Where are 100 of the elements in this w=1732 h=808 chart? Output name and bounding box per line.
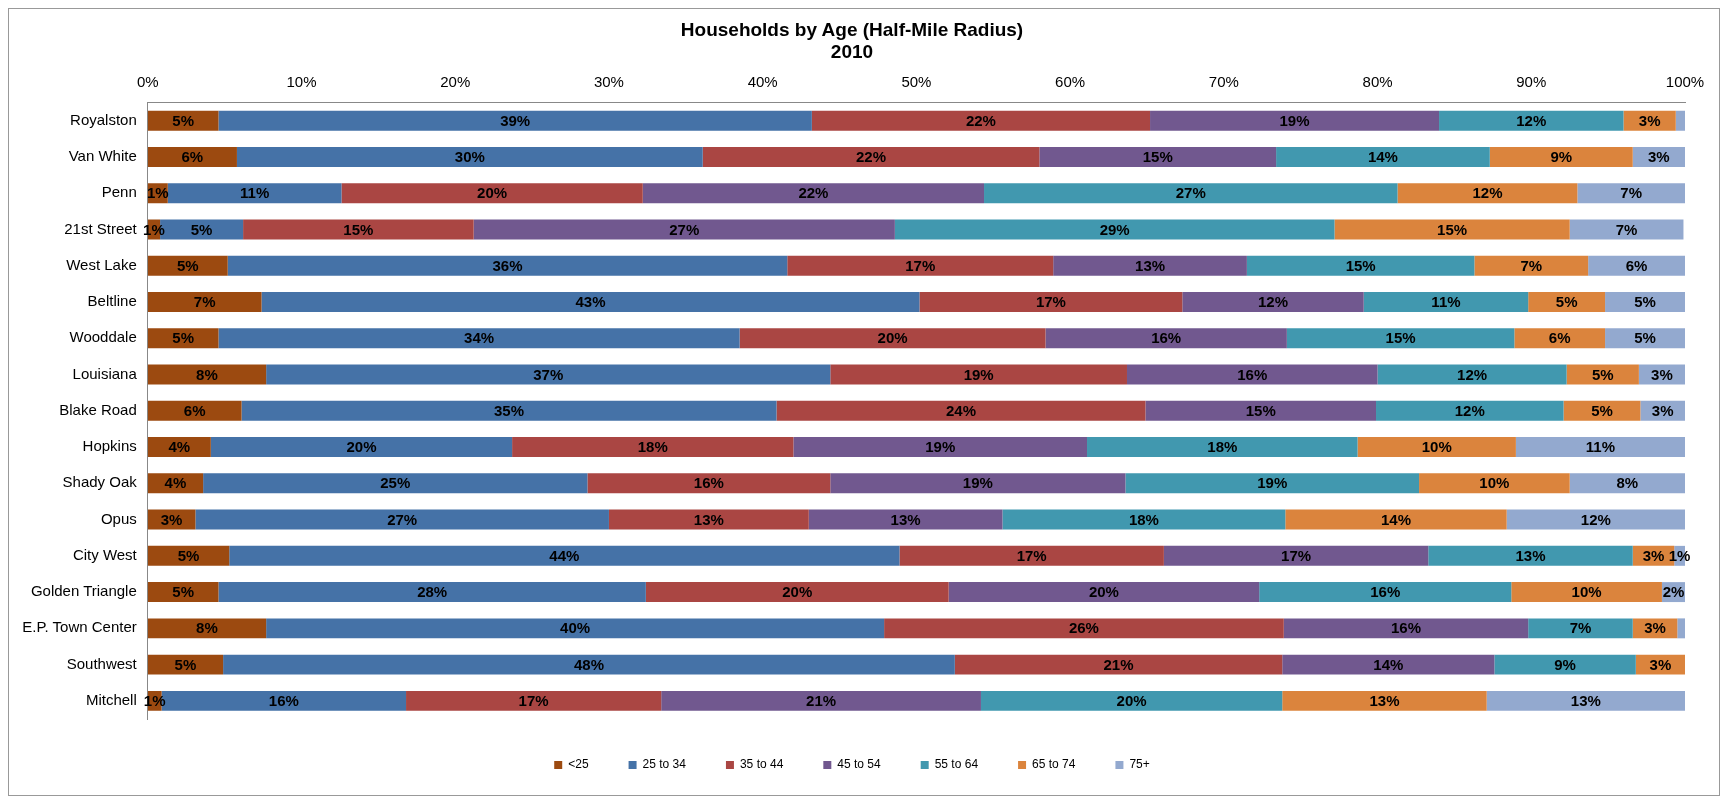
data-label: 27% — [1175, 184, 1206, 202]
data-label: 3% — [1644, 619, 1666, 637]
bar — [203, 473, 588, 494]
data-label: 21% — [1103, 655, 1134, 673]
data-label: 40% — [560, 619, 591, 637]
bar — [984, 183, 1398, 204]
data-label: 19% — [925, 438, 956, 456]
data-label: 30% — [454, 148, 485, 166]
y-tick-label: Beltline — [87, 292, 137, 310]
data-label: 4% — [164, 474, 187, 492]
bar — [147, 255, 228, 276]
x-tick-label: 50% — [901, 72, 932, 90]
y-tick-label: Royalston — [70, 110, 137, 128]
data-label: 37% — [533, 365, 564, 383]
y-tick-label: Opus — [100, 509, 137, 527]
bar — [1182, 292, 1364, 312]
data-label: 7% — [1620, 184, 1643, 202]
bar — [1357, 437, 1516, 458]
legend-label: <25 — [568, 757, 589, 772]
data-label: 3% — [1651, 365, 1673, 383]
data-label: 18% — [1128, 510, 1159, 528]
bar — [899, 545, 1164, 566]
bar — [1588, 255, 1685, 276]
data-label: 5% — [172, 111, 194, 129]
data-label: 15% — [1385, 329, 1416, 347]
data-label: 13% — [1515, 546, 1546, 564]
bar — [587, 473, 831, 494]
y-tick-label: 21st Street — [64, 219, 138, 237]
bar — [147, 364, 267, 385]
data-label: 13% — [1570, 692, 1601, 710]
data-label: 13% — [693, 510, 724, 528]
bar — [266, 364, 831, 385]
data-label: 10% — [1571, 583, 1602, 601]
y-tick-label: Penn — [101, 183, 137, 201]
bar — [1276, 147, 1490, 167]
chart-title: Households by Age (Half-Mile Radius) — [680, 18, 1024, 40]
bar — [642, 183, 985, 204]
bar — [1282, 654, 1495, 675]
x-tick-label: 20% — [440, 72, 471, 90]
bar — [1494, 654, 1636, 675]
legend-label: 75+ — [1129, 757, 1150, 772]
bar — [266, 618, 885, 639]
data-label: 17% — [905, 256, 936, 274]
data-label: 5% — [1634, 293, 1656, 311]
bar — [1283, 618, 1529, 639]
bar — [218, 110, 812, 131]
chart-subtitle: 2010 — [830, 41, 874, 63]
y-tick-label: E.P. Town Center — [22, 618, 137, 636]
data-label: 35% — [494, 401, 525, 419]
bar — [919, 292, 1183, 312]
data-label: 3% — [1651, 401, 1674, 419]
data-label: 28% — [417, 583, 448, 601]
bar — [1363, 292, 1529, 312]
data-label: 2% — [1662, 583, 1685, 601]
data-label: 15% — [1345, 256, 1376, 274]
bar — [147, 618, 267, 639]
bar — [1125, 473, 1420, 494]
data-label: 3% — [1642, 546, 1665, 564]
bar — [167, 183, 342, 204]
data-label: 5% — [190, 220, 213, 238]
bar — [1259, 582, 1512, 603]
x-tick-label: 30% — [593, 72, 624, 90]
data-label: 17% — [1035, 293, 1066, 311]
x-tick-label: 80% — [1362, 72, 1393, 90]
data-label: 27% — [387, 510, 418, 528]
bar — [1087, 437, 1358, 458]
bar — [1376, 400, 1564, 421]
data-label: 6% — [181, 148, 204, 166]
data-label: 7% — [1569, 619, 1592, 637]
data-label: 22% — [856, 148, 887, 166]
bar — [608, 509, 809, 530]
y-tick-label: City West — [72, 545, 138, 563]
data-label: 16% — [1237, 365, 1268, 383]
data-label: 16% — [1390, 619, 1422, 637]
bar — [1397, 183, 1578, 204]
data-label: 3% — [160, 510, 183, 528]
data-label: 18% — [1207, 438, 1238, 456]
data-label: 9% — [1554, 655, 1576, 673]
data-label: 6% — [183, 401, 206, 419]
data-label: 5% — [174, 655, 197, 673]
bar — [1428, 545, 1633, 566]
data-label: 16% — [1151, 329, 1182, 347]
x-tick-label: 40% — [747, 72, 778, 90]
data-label: 19% — [1279, 111, 1310, 129]
bar — [1045, 328, 1287, 349]
bar — [808, 509, 1003, 530]
legend-label: 45 to 54 — [837, 757, 882, 772]
bar — [884, 618, 1284, 639]
data-label: 5% — [1591, 365, 1614, 383]
data-label: 11% — [1431, 293, 1461, 311]
x-tick-label: 60% — [1055, 72, 1086, 90]
bar — [218, 328, 740, 349]
data-label: 16% — [693, 474, 724, 492]
bar — [702, 147, 1040, 167]
data-label: 24% — [945, 401, 976, 419]
y-tick-label: Southwest — [66, 654, 138, 672]
bar — [1285, 509, 1507, 530]
data-label: 20% — [877, 329, 908, 347]
legend-label: 25 to 34 — [642, 757, 687, 772]
data-label: 20% — [346, 438, 377, 456]
